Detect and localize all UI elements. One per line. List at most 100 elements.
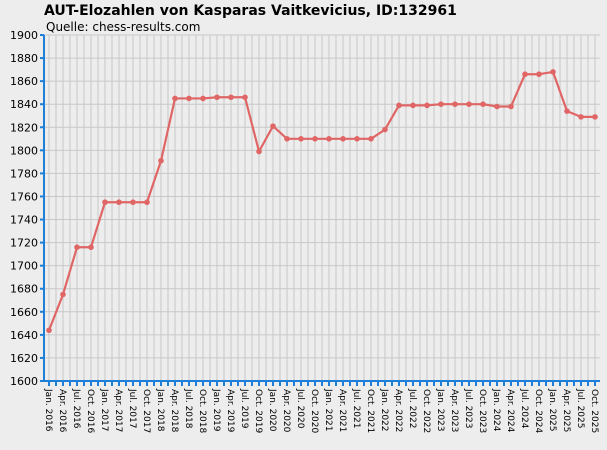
y-tick-label: 1880 [10,52,38,65]
x-tick-label: Apr. 2017 [113,389,123,432]
data-point [200,95,206,102]
y-tick-label: 1760 [10,190,38,203]
data-point [158,157,164,164]
x-tick-label: Jan. 2022 [379,388,389,432]
x-tick-label: Jul. 2018 [183,388,193,429]
y-tick-label: 1840 [10,98,38,111]
x-tick-label: Jan. 2024 [491,388,501,432]
data-point [284,136,290,142]
x-tick-label: Jan. 2023 [435,388,445,432]
data-point [256,148,262,155]
data-point [88,244,94,251]
data-point [312,136,318,142]
y-tick-label: 1780 [10,167,38,180]
x-tick-label: Jul. 2019 [239,388,249,429]
x-tick-label: Jul. 2024 [519,388,529,429]
x-tick-label: Jan. 2025 [547,388,557,432]
x-tick-label: Jan. 2021 [323,388,333,432]
data-point [228,94,234,101]
x-tick-label: Jul. 2020 [295,388,305,429]
data-point [410,102,416,109]
x-tick-labels: Jan. 2016 Apr. 2016 Jul. 2016 Oct. 2016 Jan.… [43,388,599,433]
x-tick-label: Jan. 2020 [267,388,277,432]
data-point [382,126,388,133]
data-point [214,94,220,101]
x-tick-label: Jul. 2023 [463,388,473,429]
x-tick-label: Apr. 2019 [225,389,235,433]
x-tick-label: Apr. 2022 [393,389,403,432]
x-tick-label: Jul. 2017 [127,388,137,429]
x-tick-label: Apr. 2024 [505,389,515,433]
axes [40,34,600,386]
y-tick-labels: 1600 1620 1640 1660 1680 1700 1720 1740 1760 1780… [10,29,38,388]
data-point [102,199,108,206]
y-tick-label: 1740 [10,214,38,227]
y-tick-label: 1680 [10,283,38,296]
y-tick-label: 1720 [10,237,38,250]
x-tick-label: Apr. 2023 [449,389,459,432]
data-point [536,71,542,78]
data-point [326,136,332,142]
data-point [130,199,136,206]
x-tick-label: Jan. 2018 [155,388,165,432]
data-point [368,136,374,142]
y-tick-label: 1900 [10,29,38,42]
x-tick-label: Oct. 2021 [365,389,375,433]
x-tick-label: Oct. 2025 [589,389,599,433]
chart-subtitle: Quelle: chess-results.com [46,20,200,34]
y-tick-label: 1600 [10,375,38,388]
x-tick-label: Oct. 2023 [477,389,487,433]
data-point [578,114,584,120]
data-point [74,244,80,251]
data-point [564,108,570,114]
data-point [298,136,304,142]
data-point [438,101,444,107]
data-point [46,327,52,334]
x-tick-label: Apr. 2021 [337,389,347,432]
chart-title: AUT-Elozahlen von Kasparas Vaitkevicius,… [44,3,457,19]
data-point [592,114,598,120]
y-tick-label: 1800 [10,144,38,157]
x-tick-label: Jul. 2022 [407,388,417,429]
data-point [60,291,66,298]
data-point [508,103,514,110]
series-line [47,70,595,331]
data-point [172,95,178,102]
y-tick-label: 1820 [10,121,38,134]
data-point [116,199,122,206]
x-tick-label: Oct. 2022 [421,389,431,433]
data-point [452,101,458,107]
x-tick-label: Apr. 2018 [169,389,179,433]
x-tick-label: Apr. 2020 [281,389,291,433]
x-tick-label: Oct. 2017 [141,389,151,433]
data-point [354,136,360,142]
data-point [340,136,346,142]
x-tick-label: Oct. 2024 [533,389,543,433]
data-point [424,102,430,109]
y-tick-label: 1700 [10,260,38,273]
y-tick-label: 1640 [10,329,38,342]
x-tick-label: Jul. 2021 [351,388,361,429]
y-tick-label: 1620 [10,352,38,365]
data-point [242,94,248,101]
x-tick-label: Apr. 2025 [561,389,571,432]
y-tick-label: 1660 [10,306,38,319]
x-tick-label: Jul. 2016 [71,388,81,429]
data-point [550,69,556,75]
x-tick-label: Jan. 2017 [99,388,109,432]
data-point [270,123,276,129]
y-tick-label: 1860 [10,75,38,88]
x-tick-label: Oct. 2016 [85,389,95,433]
x-tick-label: Jan. 2016 [43,388,53,432]
series [46,69,598,334]
x-tick-label: Apr. 2016 [57,389,67,433]
data-point [522,71,528,78]
data-point [144,199,150,206]
x-tick-label: Oct. 2020 [309,389,319,433]
x-tick-label: Jan. 2019 [211,388,221,432]
x-tick-label: Oct. 2018 [197,389,207,433]
data-point [396,102,402,109]
grid [44,34,600,382]
